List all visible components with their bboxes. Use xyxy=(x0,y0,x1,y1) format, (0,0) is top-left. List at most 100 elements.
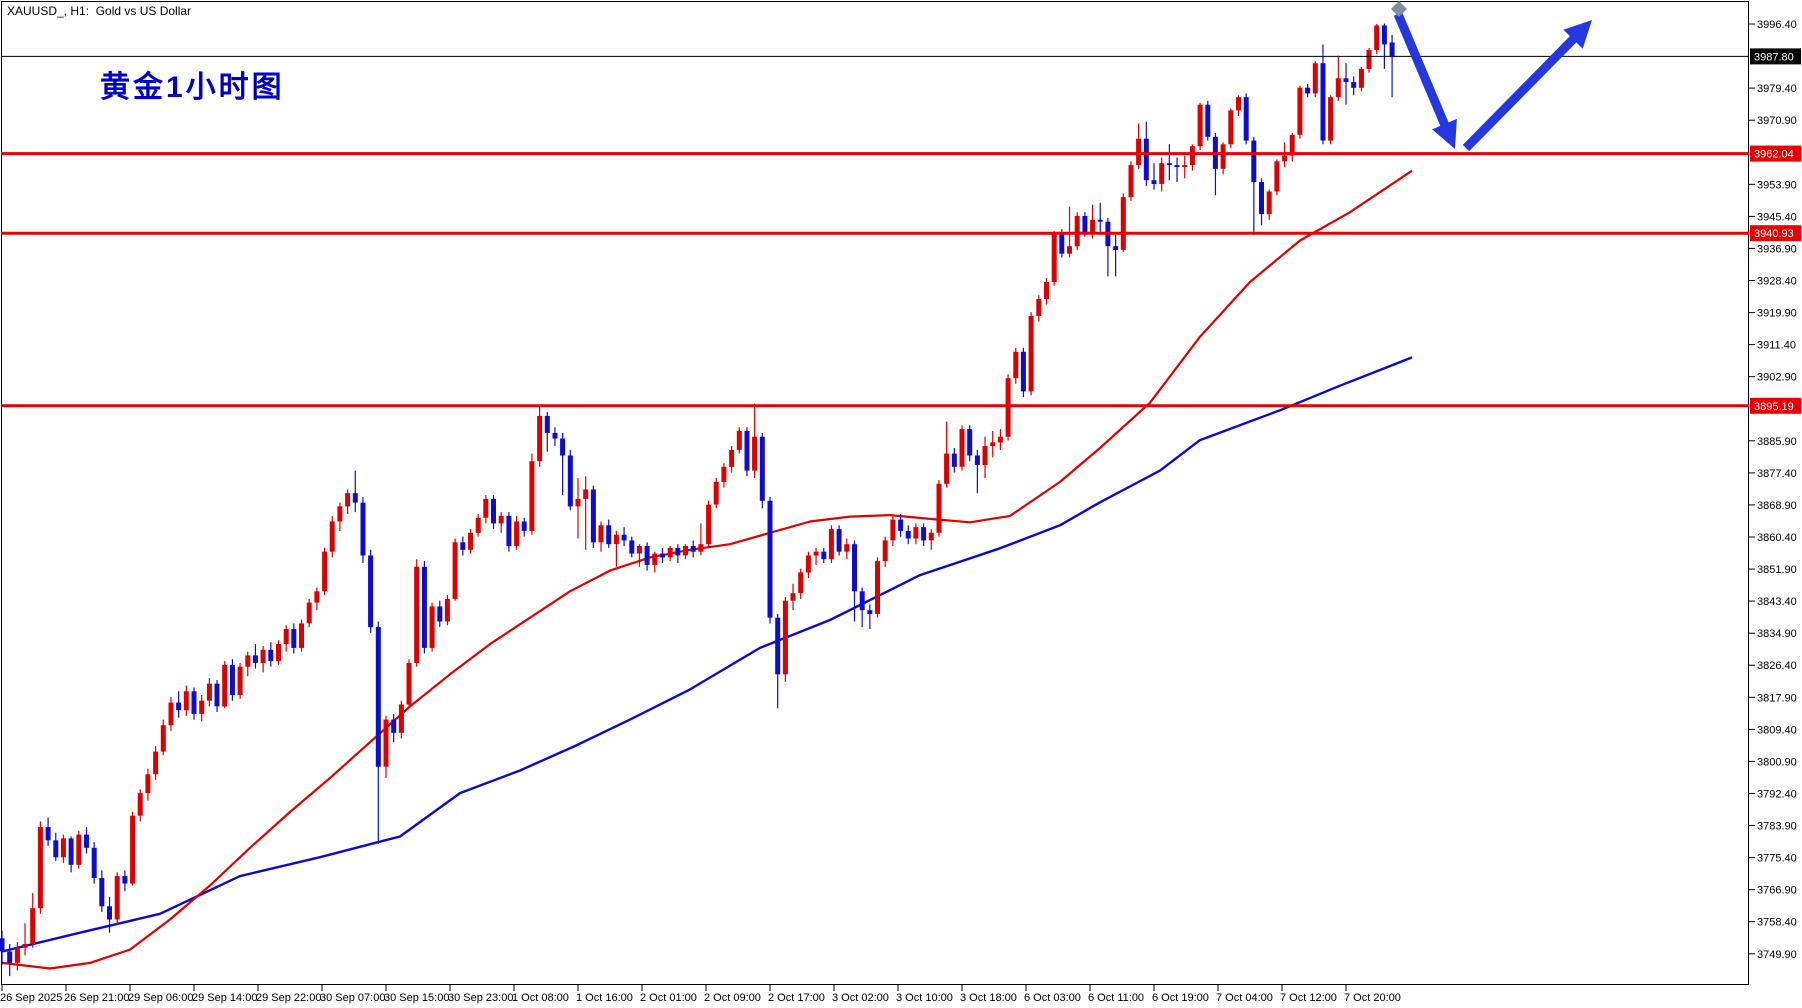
candle-body xyxy=(713,481,719,505)
candle-body xyxy=(421,566,427,648)
price-axis-label: 3936.90 xyxy=(1757,243,1797,255)
candle-body xyxy=(752,436,758,471)
price-axis-label: 3877.40 xyxy=(1757,468,1797,480)
candle-body xyxy=(1251,140,1257,183)
candle-body xyxy=(1082,216,1088,233)
candle-body xyxy=(667,547,673,558)
price-axis-label: 3902.90 xyxy=(1757,372,1797,384)
candle-body xyxy=(898,519,904,531)
candle-body xyxy=(414,566,420,663)
time-axis-label: 30 Sep 23:00 xyxy=(448,992,513,1004)
price-axis-label: 3749.90 xyxy=(1757,949,1797,961)
candle-body xyxy=(567,455,573,507)
candle-body xyxy=(14,947,20,963)
time-axis-label: 3 Oct 02:00 xyxy=(832,992,889,1004)
forecast-arrow-shaft[interactable] xyxy=(1462,32,1580,152)
price-axis-label: 3953.90 xyxy=(1757,179,1797,191)
candle-body xyxy=(306,602,312,624)
candle-body xyxy=(1020,351,1026,392)
support-price-label: 3940.93 xyxy=(1754,228,1794,240)
candle-body xyxy=(429,606,435,648)
candle-body xyxy=(291,629,297,648)
candle-body xyxy=(1266,191,1272,215)
candle-body xyxy=(1274,161,1280,192)
price-axis-label: 3826.40 xyxy=(1757,660,1797,672)
candle-body xyxy=(22,944,28,948)
candle-body xyxy=(1166,163,1172,166)
candle-body xyxy=(944,453,950,484)
candle-body xyxy=(575,498,581,507)
candle-body xyxy=(437,606,443,622)
plot-border xyxy=(1,1,1749,985)
candle-body xyxy=(506,515,512,547)
forecast-arrow-shaft[interactable] xyxy=(1393,12,1451,131)
candle-body xyxy=(974,455,980,465)
candle-body xyxy=(7,951,13,963)
candle-body xyxy=(76,834,82,865)
candle-body xyxy=(60,838,66,858)
object-anchor-diamond[interactable] xyxy=(1391,1,1407,17)
candle-body xyxy=(276,644,281,662)
candle-body xyxy=(683,546,688,556)
candle-body xyxy=(990,442,996,447)
candle-body xyxy=(882,540,888,562)
candle-body xyxy=(1005,378,1011,437)
candle-body xyxy=(1151,180,1157,184)
time-axis-label: 1 Oct 16:00 xyxy=(576,992,633,1004)
candle-body xyxy=(798,572,804,594)
candle-body xyxy=(91,847,97,878)
price-axis-label: 3783.90 xyxy=(1757,821,1797,833)
time-axis-label: 6 Oct 11:00 xyxy=(1088,992,1144,1004)
candle-body xyxy=(206,683,212,701)
candle-body xyxy=(1074,216,1080,247)
candle-body xyxy=(636,546,642,554)
candle-body xyxy=(444,598,450,622)
candle-body xyxy=(905,531,911,539)
candle-body xyxy=(130,815,136,884)
price-axis-label: 3919.90 xyxy=(1757,308,1797,320)
forecast-arrow-head[interactable] xyxy=(1432,118,1457,149)
candle-body xyxy=(729,449,735,467)
candle-body xyxy=(1220,144,1226,169)
support-price-badge xyxy=(1750,397,1801,414)
candle-body xyxy=(805,555,811,573)
candle-body xyxy=(913,527,919,539)
candle-body xyxy=(191,691,197,714)
candle-body xyxy=(322,551,328,592)
price-axis-label: 3775.40 xyxy=(1757,853,1797,865)
candle-body xyxy=(345,493,351,507)
candle-body xyxy=(1174,165,1180,167)
time-axis-label: 2 Oct 01:00 xyxy=(640,992,697,1004)
candle-body xyxy=(1320,63,1326,141)
candle-body xyxy=(252,655,258,663)
candle-body xyxy=(1351,82,1357,88)
candle-body xyxy=(214,683,220,707)
candle-body xyxy=(1189,146,1195,166)
candle-body xyxy=(1328,97,1334,141)
support-price-badge xyxy=(1750,225,1801,242)
candle-body xyxy=(137,793,143,816)
candle-body xyxy=(145,774,151,794)
candle-body xyxy=(928,532,934,541)
ma-fast-red-line xyxy=(1,169,1413,970)
candle-body xyxy=(1059,233,1065,254)
price-axis-label: 3834.90 xyxy=(1757,628,1797,640)
candle-body xyxy=(1067,246,1072,254)
candle-body xyxy=(1381,25,1387,45)
time-axis-label: 7 Oct 20:00 xyxy=(1344,992,1401,1004)
forecast-arrow-head[interactable] xyxy=(1563,20,1592,49)
candle-body xyxy=(45,827,51,841)
candle-body xyxy=(1343,78,1349,83)
candle-body xyxy=(698,544,704,552)
candle-body xyxy=(828,529,834,560)
candle-body xyxy=(0,938,5,952)
candle-body xyxy=(1143,138,1149,181)
price-axis-label: 3843.40 xyxy=(1757,596,1797,608)
price-axis-label: 3885.90 xyxy=(1757,436,1797,448)
candle-body xyxy=(790,593,796,601)
candle-body xyxy=(30,908,36,944)
time-axis-label: 29 Sep 14:00 xyxy=(192,992,257,1004)
candle-body xyxy=(122,876,128,884)
